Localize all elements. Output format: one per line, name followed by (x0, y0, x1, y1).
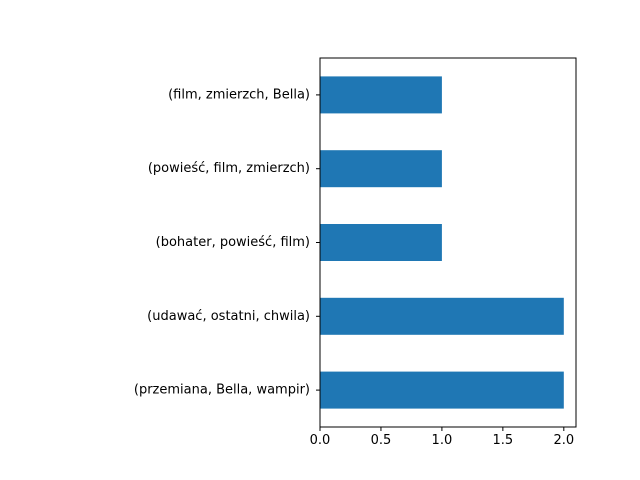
x-tick-label: 2.0 (553, 433, 574, 448)
bar (320, 224, 442, 261)
x-tick-label: 0.0 (310, 433, 331, 448)
bar (320, 297, 564, 335)
y-tick-label: (powieść, film, zmierzch) (148, 161, 310, 176)
x-tick-label: 0.5 (371, 433, 392, 448)
y-tick-label: (przemiana, Bella, wampir) (134, 383, 310, 398)
y-axis-ticks: (przemiana, Bella, wampir) (udawać, ostat… (134, 87, 320, 398)
x-axis-ticks: 0.0 0.5 1.0 1.5 2.0 (310, 427, 574, 448)
bar (320, 76, 442, 114)
bar (320, 371, 564, 409)
y-tick-label: (film, zmierzch, Bella) (168, 87, 310, 102)
plot-frame (319, 57, 577, 428)
y-tick-label: (bohater, powieść, film) (156, 235, 310, 250)
x-tick-label: 1.5 (493, 433, 514, 448)
bar (320, 150, 442, 188)
y-tick-label: (udawać, ostatni, chwila) (147, 309, 310, 324)
x-tick-label: 1.0 (432, 433, 453, 448)
bars-group (320, 76, 564, 409)
